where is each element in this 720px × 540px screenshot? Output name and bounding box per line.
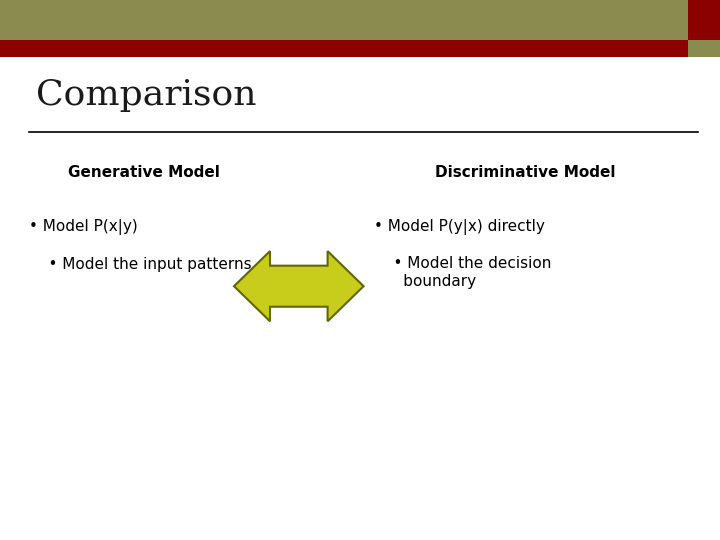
Text: Comparison: Comparison — [36, 78, 256, 112]
Text: Generative Model: Generative Model — [68, 165, 220, 180]
Text: • Model the decision
      boundary: • Model the decision boundary — [374, 256, 552, 289]
Text: • Model the input patterns: • Model the input patterns — [29, 256, 251, 272]
Polygon shape — [234, 251, 364, 321]
Text: • Model P(y|x) directly: • Model P(y|x) directly — [374, 219, 545, 235]
Text: Discriminative Model: Discriminative Model — [436, 165, 616, 180]
Text: • Model P(x|y): • Model P(x|y) — [29, 219, 138, 235]
